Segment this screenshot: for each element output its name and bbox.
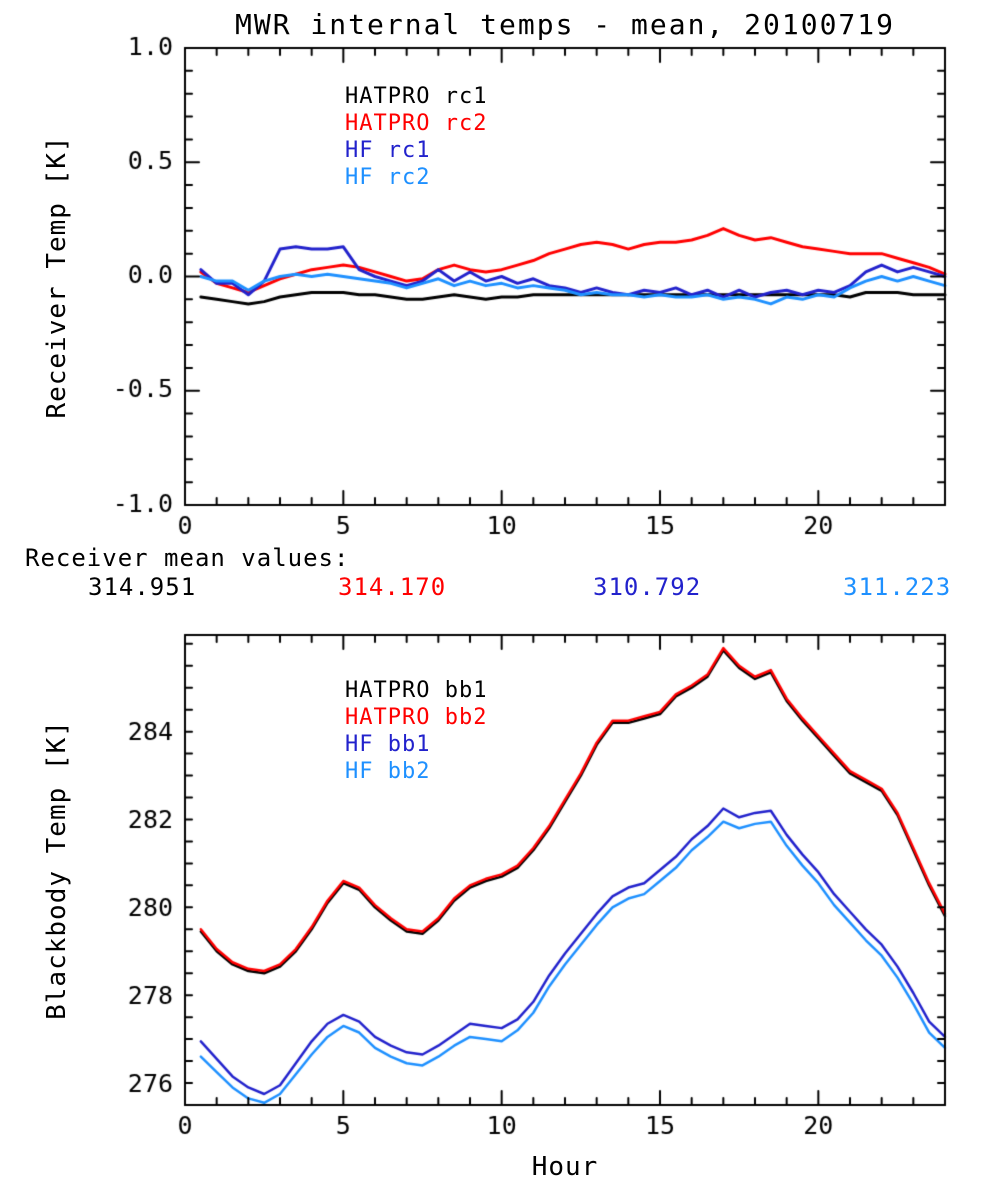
receiver-legend: HATPRO rc1 HATPRO rc2 HF rc1 HF rc2 bbox=[345, 83, 487, 191]
legend-item: HF bb1 bbox=[345, 732, 431, 757]
receiver-means-label: Receiver mean values: bbox=[25, 544, 350, 572]
legend-item: HATPRO rc2 bbox=[345, 111, 488, 136]
legend-item: HF rc1 bbox=[345, 138, 431, 163]
blackbody-y-axis-label: Blackbody Temp [K] bbox=[42, 720, 72, 1020]
legend-item: HATPRO bb1 bbox=[345, 678, 488, 703]
receiver-mean-value: 314.951 bbox=[88, 573, 197, 601]
receiver-mean-value: 314.170 bbox=[338, 573, 447, 601]
receiver-mean-value: 310.792 bbox=[593, 573, 702, 601]
legend-item: HATPRO bb2 bbox=[345, 705, 488, 730]
receiver-y-axis-label: Receiver Temp [K] bbox=[42, 135, 72, 419]
hour-x-axis-label: Hour bbox=[531, 1152, 599, 1182]
page-title: MWR internal temps - mean, 20100719 bbox=[234, 8, 896, 41]
legend-item: HF rc2 bbox=[345, 165, 431, 190]
legend-item: HF bb2 bbox=[345, 759, 431, 784]
receiver-mean-value: 311.223 bbox=[843, 573, 952, 601]
legend-item: HATPRO rc1 bbox=[345, 84, 488, 109]
blackbody-legend: HATPRO bb1 HATPRO bb2 HF bb1 HF bb2 bbox=[345, 677, 487, 785]
